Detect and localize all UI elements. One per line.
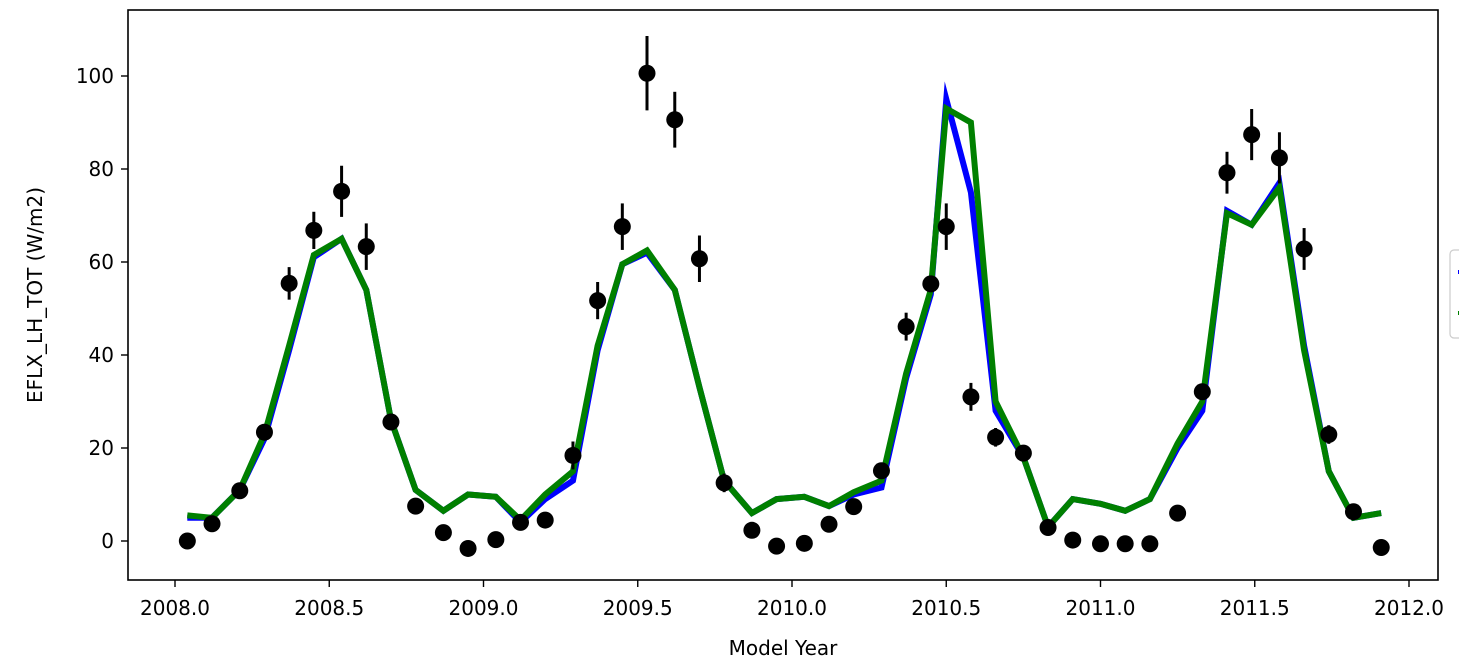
observation-point (459, 539, 477, 557)
observation-point (768, 537, 786, 555)
x-tick-label: 2009.5 (603, 596, 673, 620)
y-tick-label: 0 (101, 529, 114, 553)
observation-point (1039, 519, 1057, 537)
observation-point (1270, 149, 1288, 167)
observation-point (1064, 531, 1082, 549)
observation-point (845, 498, 863, 516)
observation-point (564, 446, 582, 464)
observation-point (613, 218, 631, 236)
observation-point (666, 111, 684, 129)
observation-point (795, 534, 813, 552)
observation-point (407, 497, 425, 515)
observation-point (638, 64, 656, 82)
observation-point (1141, 535, 1159, 553)
observation-point (1193, 383, 1211, 401)
observation-point (1320, 426, 1338, 444)
y-tick-label: 40 (89, 343, 114, 367)
observation-point (487, 531, 505, 549)
observation-point (1243, 126, 1261, 144)
x-tick-label: 2008.5 (294, 596, 364, 620)
y-tick-label: 60 (89, 250, 114, 274)
x-axis: 2008.0 2008.5 2009.0 2009.5 2010.0 2010.5 2011… (140, 580, 1444, 620)
legend (1449, 249, 1459, 339)
observation-point (987, 428, 1005, 446)
observation-point (536, 511, 554, 529)
y-axis: 0 20 40 60 80 100 (76, 64, 128, 553)
observation-point (382, 413, 400, 431)
observation-point (715, 474, 733, 492)
observation-point (1372, 539, 1390, 557)
plot-frame (127, 9, 1439, 581)
observation-point (922, 275, 940, 293)
y-tick-label: 20 (89, 436, 114, 460)
observation-point (178, 532, 196, 550)
observation-point (743, 521, 761, 539)
observation-point (512, 513, 530, 531)
y-axis-label: EFLX_LH_TOT (W/m2) (23, 187, 47, 403)
observation-point (305, 221, 323, 239)
observation-point (1295, 240, 1313, 258)
observation-point (280, 274, 298, 292)
y-tick-label: 100 (76, 64, 114, 88)
legend-box (1449, 249, 1459, 339)
observation-point (1344, 503, 1362, 521)
observation-point (690, 250, 708, 268)
points-layer (178, 64, 1390, 557)
observation-point (962, 388, 980, 406)
observation-point (897, 318, 915, 336)
series-line-green (187, 103, 1382, 533)
x-tick-label: 2009.0 (449, 596, 519, 620)
observation-point (1092, 535, 1109, 553)
x-tick-label: 2010.0 (757, 596, 827, 620)
observation-point (589, 292, 607, 310)
observation-point (231, 482, 249, 500)
observation-point (1218, 164, 1236, 182)
observation-point (203, 515, 221, 533)
observation-point (937, 218, 955, 236)
x-tick-label: 2011.5 (1220, 596, 1290, 620)
observation-point (333, 182, 351, 200)
y-tick-label: 80 (89, 157, 114, 181)
observation-point (872, 462, 890, 480)
observation-point (1116, 535, 1134, 553)
observation-point (820, 515, 838, 533)
observation-point (1169, 504, 1187, 522)
observation-point (434, 524, 452, 542)
x-tick-label: 2012.0 (1374, 596, 1444, 620)
observation-point (255, 423, 273, 441)
lines-layer (187, 81, 1382, 533)
observation-point (1014, 444, 1032, 462)
x-tick-label: 2010.5 (911, 596, 981, 620)
plot-area (128, 10, 1438, 580)
observation-point (357, 238, 375, 256)
x-tick-label: 2011.0 (1066, 596, 1136, 620)
x-axis-label: Model Year (729, 636, 839, 660)
x-tick-label: 2008.0 (140, 596, 210, 620)
